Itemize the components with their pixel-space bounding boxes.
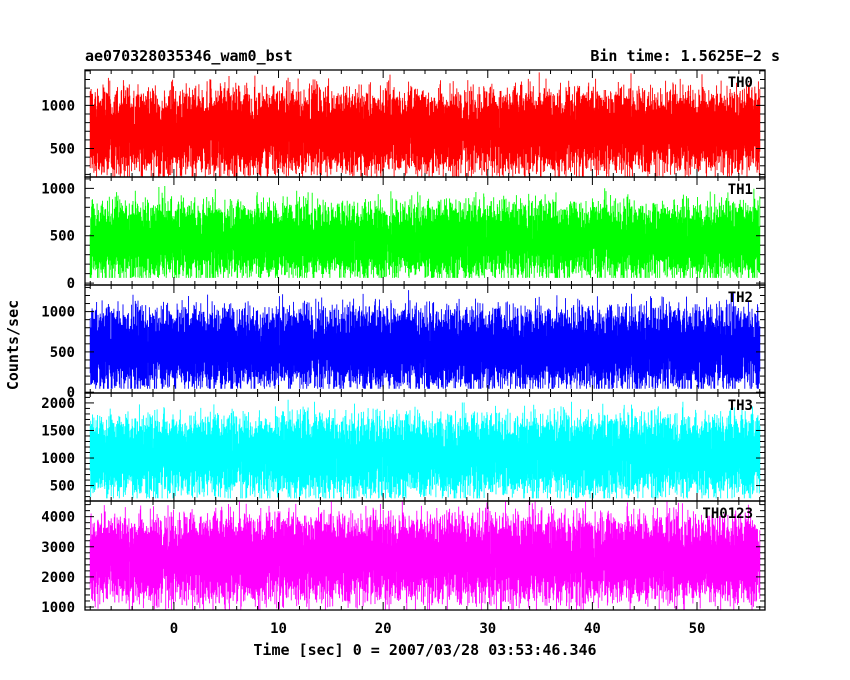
y-tick-label: 3000	[41, 540, 75, 556]
series-label-th3: TH3	[728, 398, 753, 414]
series-label-th0: TH0	[728, 75, 753, 91]
y-tick-label: 1000	[41, 600, 75, 616]
y-tick-label: 1000	[41, 305, 75, 321]
y-tick-label: 0	[67, 276, 75, 292]
x-tick-label: 0	[170, 621, 178, 637]
x-tick-label: 20	[375, 621, 392, 637]
y-tick-label: 0	[67, 385, 75, 401]
x-tick-label: 10	[270, 621, 287, 637]
series-label-th1: TH1	[728, 182, 753, 198]
chart-title-left: ae070328035346_wam0_bst	[85, 47, 293, 65]
x-tick-label: 50	[689, 621, 706, 637]
y-tick-label: 4000	[41, 510, 75, 526]
chart-title-right: Bin time: 1.5625E−2 s	[590, 47, 780, 65]
y-tick-label: 1000	[41, 98, 75, 114]
series-th2-line	[89, 290, 761, 389]
series-th0-line	[89, 72, 761, 177]
y-tick-label: 1000	[41, 181, 75, 197]
y-tick-label: 2000	[41, 396, 75, 412]
series-th1-line	[89, 186, 761, 278]
x-tick-label: 40	[584, 621, 601, 637]
y-tick-label: 2000	[41, 570, 75, 586]
y-axis-label: Counts/sec	[4, 300, 22, 390]
y-tick-label: 500	[50, 142, 75, 158]
y-tick-label: 1000	[41, 451, 75, 467]
y-tick-label: 500	[50, 229, 75, 245]
y-tick-label: 1500	[41, 423, 75, 439]
y-tick-label: 500	[50, 345, 75, 361]
y-tick-label: 500	[50, 479, 75, 495]
x-tick-label: 30	[479, 621, 496, 637]
x-axis-label: Time [sec] 0 = 2007/03/28 03:53:46.346	[253, 641, 596, 659]
series-label-th0123: TH0123	[702, 506, 753, 522]
series-th3-line	[89, 399, 761, 499]
panels: TH05001000TH105001000TH205001000TH350010…	[41, 69, 766, 637]
series-th0123-line	[89, 501, 761, 610]
series-label-th2: TH2	[728, 290, 753, 306]
